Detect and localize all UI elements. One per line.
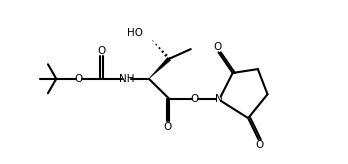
Text: N: N [215, 94, 222, 104]
Polygon shape [149, 57, 171, 79]
Text: HO: HO [127, 28, 143, 38]
Text: O: O [191, 94, 199, 104]
Text: O: O [75, 74, 83, 84]
Text: NH: NH [119, 74, 134, 84]
Text: O: O [255, 140, 263, 150]
Text: O: O [164, 122, 172, 132]
Text: O: O [214, 42, 222, 52]
Text: O: O [98, 46, 106, 56]
